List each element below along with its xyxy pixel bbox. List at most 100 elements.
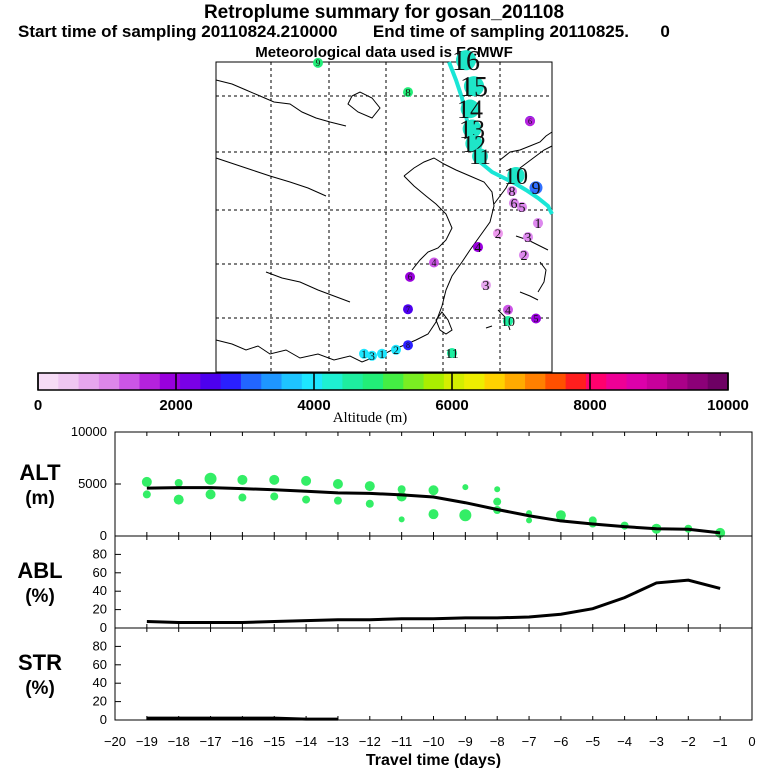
map-marker (516, 202, 528, 213)
x-tick-label: −18 (168, 734, 190, 749)
map-marker (462, 119, 482, 139)
map-marker (465, 134, 483, 153)
map-marker (403, 87, 413, 98)
x-tick-label: 0 (748, 734, 755, 749)
colorbar-cell (98, 373, 120, 390)
colorbar-cell (443, 373, 465, 390)
alt-point (301, 475, 312, 486)
y-tick-label: 40 (93, 583, 107, 598)
colorbar-cell (423, 373, 445, 390)
sampling-times: Start time of sampling 20110824.210000 E… (18, 22, 670, 42)
map-marker-label: 3 (369, 349, 375, 363)
alt-point (174, 478, 183, 487)
colorbar-cell (545, 373, 567, 390)
x-tick-label: −4 (617, 734, 632, 749)
map-marker-label: 5 (519, 201, 526, 216)
y-tick-label: 0 (100, 712, 107, 727)
trajectory-path (447, 61, 554, 215)
alt-point (428, 509, 439, 520)
map-marker-label: 11 (469, 144, 490, 169)
map-marker (532, 218, 544, 229)
x-tick-label: −9 (458, 734, 473, 749)
map-frame (215, 61, 553, 373)
colorbar-cell (383, 373, 404, 390)
colorbar-cell (626, 373, 648, 390)
y-tick-label: 60 (93, 657, 107, 672)
colorbar-cell (707, 373, 729, 390)
map-marker-label: 4 (475, 241, 482, 256)
map-marker-label: 9 (532, 178, 541, 198)
end-time-label: End time of sampling 20110825. (372, 22, 629, 41)
map-marker-label: 6 (528, 117, 532, 126)
start-time-label: Start time of sampling 20110824.210000 (18, 22, 338, 41)
panel-abl: ABL (%) 80 60 40 20 0 (17, 535, 753, 635)
colorbar-cell (565, 373, 587, 390)
trajectory-map: 1615141312111098654321434105111312898667… (215, 46, 554, 373)
panel-alt: ALT (m) 10000 5000 0 (19, 424, 753, 543)
alt-point (269, 474, 280, 485)
panel-ylabel: ALT (19, 460, 61, 485)
map-marker (529, 181, 543, 195)
time-series-panels: ALT (m) 10000 5000 0 ABL (%) 80 60 40 20 0 STR (%) 80 6… (17, 424, 755, 768)
map-marker-label: 4 (505, 303, 511, 317)
y-tick-label: 40 (93, 675, 107, 690)
x-tick-label: −20 (104, 734, 126, 749)
panel-ylabel: ABL (17, 558, 62, 583)
map-marker-label: 15 (460, 72, 488, 103)
map-marker (531, 313, 541, 324)
map-marker-label: 6 (511, 197, 518, 212)
alt-point (302, 495, 311, 504)
map-marker-label: 2 (521, 249, 528, 264)
colorbar-cell (38, 373, 59, 390)
x-tick-label: −19 (136, 734, 158, 749)
alt-point (459, 509, 472, 522)
end-time-suffix: 0 (660, 22, 670, 41)
map-marker (525, 116, 535, 127)
alt-point (526, 517, 533, 524)
alt-point (397, 485, 406, 494)
map-marker (460, 99, 480, 119)
map-marker (359, 348, 369, 359)
map-marker (463, 76, 485, 97)
alt-point (270, 492, 279, 501)
map-marker (507, 166, 525, 185)
map-marker-label: 9 (316, 58, 321, 68)
x-tick-label: −14 (295, 734, 317, 749)
y-tick-label: 0 (100, 528, 107, 543)
map-marker (502, 316, 514, 327)
alt-point (237, 474, 248, 485)
alt-point (398, 516, 405, 523)
panel-yunit: (m) (25, 488, 55, 509)
colorbar-cell (667, 373, 689, 390)
x-tick-label: −2 (681, 734, 696, 749)
colorbar-cell (525, 373, 546, 390)
map-marker (313, 57, 323, 68)
map-marker-label: 1 (535, 217, 542, 232)
y-tick-label: 0 (100, 620, 107, 635)
x-tick-label: −7 (522, 734, 537, 749)
panel-frame (114, 627, 753, 721)
colorbar-tick-label: 4000 (297, 397, 330, 414)
x-axis-label: Travel time (days) (366, 752, 501, 768)
colorbar-cell (504, 373, 526, 390)
y-tick-label: 20 (93, 694, 107, 709)
alt-point (364, 481, 375, 492)
x-tick-label: −10 (422, 734, 444, 749)
map-marker (377, 348, 387, 359)
colorbar-tick-label: 2000 (159, 397, 192, 414)
x-tick-label: −16 (231, 734, 253, 749)
x-tick-label: −17 (200, 734, 222, 749)
x-tick-label: −8 (490, 734, 505, 749)
alt-point (428, 485, 439, 496)
x-tick-label: −6 (553, 734, 568, 749)
panel-yunit: (%) (25, 678, 55, 699)
y-tick-label: 80 (93, 638, 107, 653)
page-title: Retroplume summary for gosan_201108 (203, 2, 565, 23)
colorbar-cell (261, 373, 283, 390)
map-marker-label: 11 (445, 347, 458, 362)
map-marker (367, 350, 377, 361)
alt-point (332, 479, 343, 489)
altitude-colorbar: 0 2000 4000 6000 8000 10000 Altitude (m) (34, 372, 749, 426)
map-marker-label: 8 (509, 185, 516, 200)
x-tick-label: −3 (649, 734, 664, 749)
